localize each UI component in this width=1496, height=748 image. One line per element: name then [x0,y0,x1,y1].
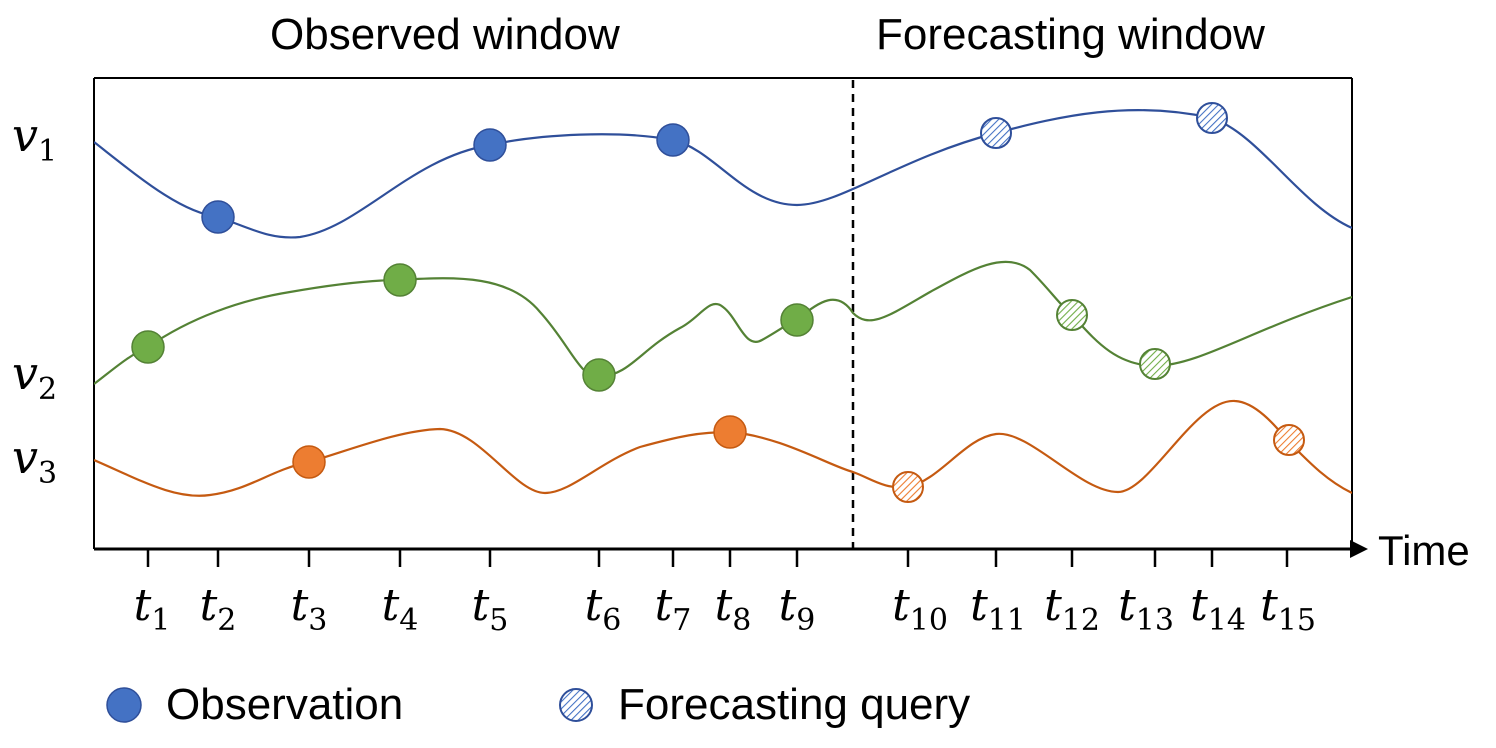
legend-observation-label: Observation [166,680,404,729]
tick-marks [146,549,1289,567]
query-v1-t11 [980,117,1012,149]
tick-label-t1: t1 [133,580,171,638]
tick-label-t9: t9 [778,580,816,638]
tick-label-t7: t7 [654,580,692,638]
observed-window-title: Observed window [270,10,620,59]
observation-v1-t7 [656,123,690,157]
observation-v1-t2 [201,200,235,234]
observations [131,123,814,479]
time-axis-label: Time [1378,527,1470,574]
curve-v3 [94,399,1352,497]
tick-label-t4: t4 [381,580,419,638]
observation-v3-t8 [713,415,747,449]
variable-label-v1: v1 [12,108,58,170]
tick-label-t13: t13 [1118,580,1174,638]
forecasting-query-marker-icon [559,688,593,722]
query-v1-t14 [1196,102,1228,134]
tick-label-t12: t12 [1044,580,1100,638]
forecasting-queries [892,102,1305,503]
forecasting-window-title: Forecasting window [876,10,1265,59]
legend-forecasting-query: Forecasting query [556,680,970,730]
tick-label-t6: t6 [584,580,622,638]
observation-marker-icon [106,687,142,723]
query-v2-t13 [1139,348,1171,380]
time-axis-arrow [1350,540,1368,558]
observation-v2-t4 [383,263,417,297]
observation-v2-t1 [131,330,165,364]
observation-v1-t5 [473,128,507,162]
legend-observation: Observation [104,680,403,730]
query-v2-t12 [1056,299,1088,331]
tick-label-t8: t8 [714,580,752,638]
legend-forecasting-query-label: Forecasting query [618,680,971,729]
variable-label-v3: v3 [12,430,58,492]
query-v3-t15 [1273,424,1305,456]
tick-label-t14: t14 [1190,580,1246,638]
tick-label-t10: t10 [892,580,948,638]
observation-v2-t9 [780,303,814,337]
query-v3-t10 [892,471,924,503]
observation-v2-t6 [582,358,616,392]
variable-label-v2: v2 [12,346,58,408]
curve-v1 [94,109,1352,239]
tick-label-t3: t3 [290,580,328,638]
tick-label-t5: t5 [471,580,509,638]
observation-v3-t3 [292,445,326,479]
tick-label-t11: t11 [970,580,1026,638]
tick-label-t15: t15 [1260,580,1316,638]
tick-label-t2: t2 [199,580,237,638]
